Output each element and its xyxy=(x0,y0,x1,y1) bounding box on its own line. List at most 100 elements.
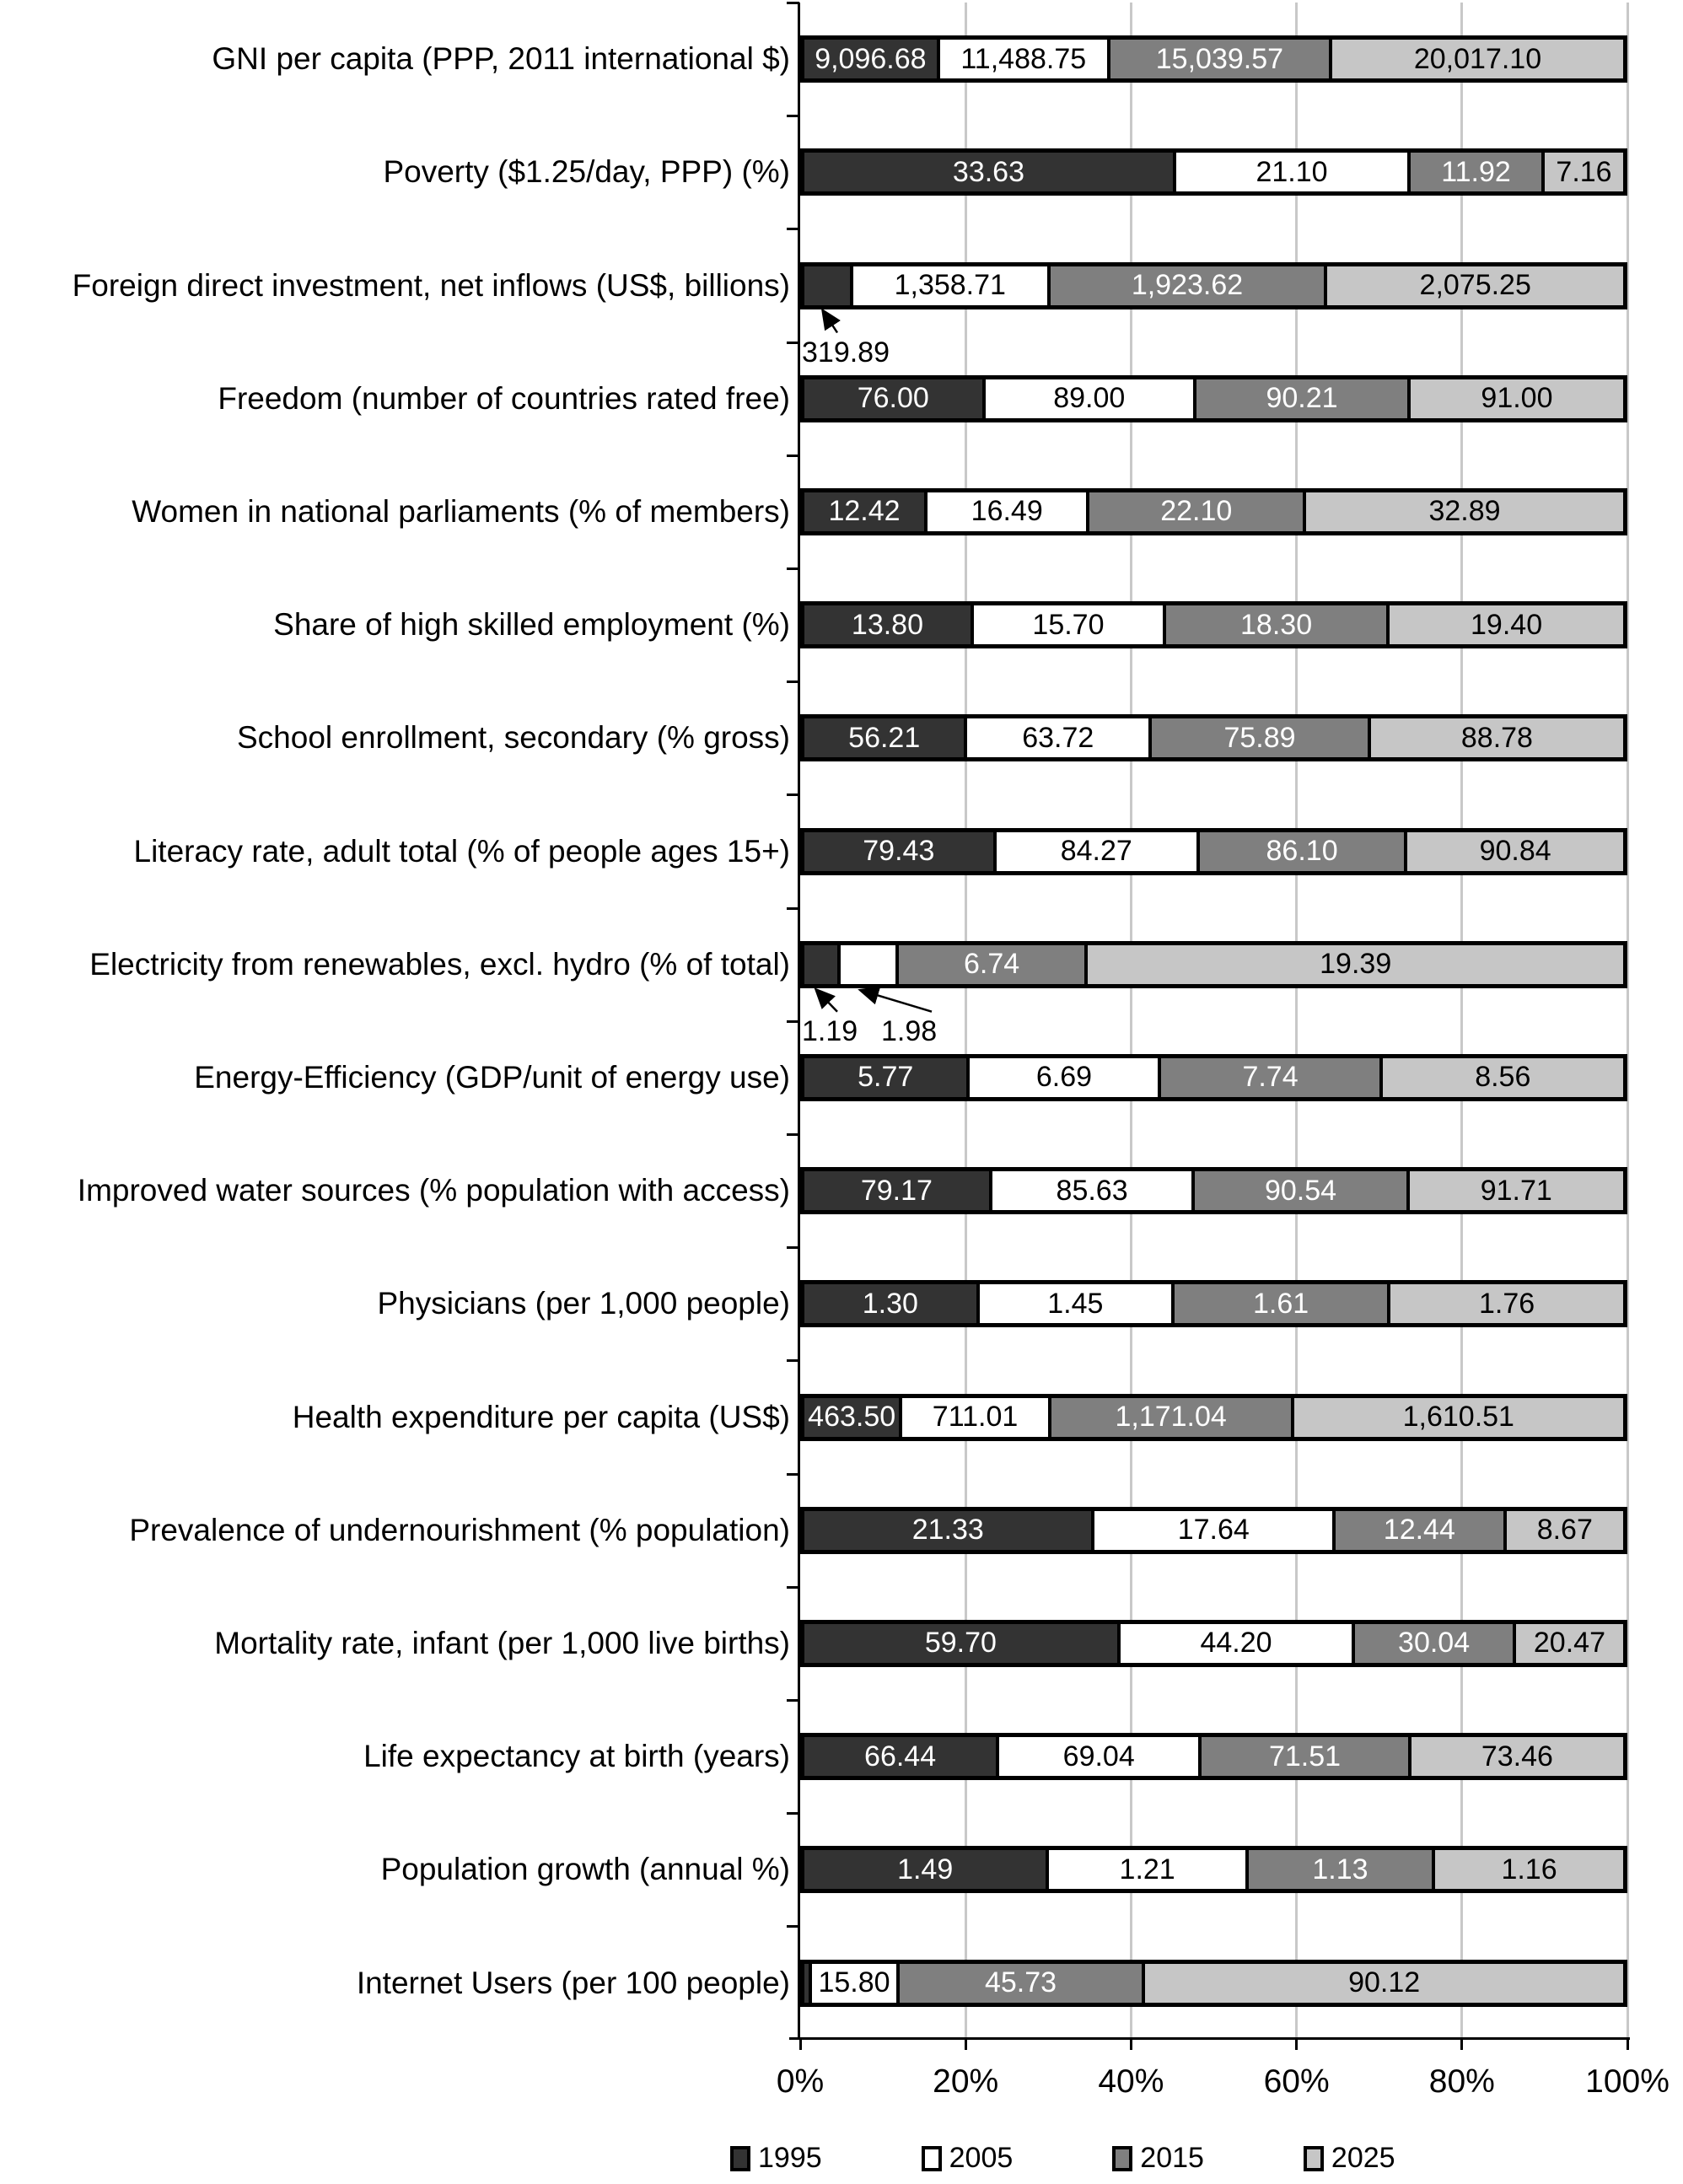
value-label: 13.80 xyxy=(851,608,924,641)
category-tick xyxy=(787,793,799,797)
bar-segment-2015: 1.13 xyxy=(1245,1850,1433,1890)
category-tick xyxy=(787,1133,799,1136)
value-label: 15.70 xyxy=(1032,608,1105,641)
category-tick xyxy=(787,115,799,118)
legend: 1995 2005 2015 2025 xyxy=(730,2142,1395,2175)
bar-segment-1995 xyxy=(804,944,837,984)
bar-row: 59.70 44.20 30.04 20.47 xyxy=(800,1619,1627,1667)
bar-segment-1995: 9,096.68 xyxy=(804,40,937,79)
value-label: 86.10 xyxy=(1266,835,1338,867)
value-axis-line xyxy=(789,2036,1630,2040)
bar-segment-2025: 19.39 xyxy=(1084,944,1624,984)
value-axis-tick xyxy=(964,2036,967,2050)
gridline xyxy=(1460,3,1464,2040)
value-label: 12.44 xyxy=(1383,1514,1455,1547)
value-label: 69.04 xyxy=(1062,1740,1135,1772)
value-label: 5.77 xyxy=(858,1061,914,1094)
value-label: 45.73 xyxy=(984,1966,1057,1998)
value-axis-tick xyxy=(1460,2036,1464,2050)
bar-segment-2025: 90.84 xyxy=(1404,831,1623,871)
value-label: 16.49 xyxy=(971,495,1043,528)
bar-segment-2015: 71.51 xyxy=(1198,1737,1408,1777)
value-label: 1,923.62 xyxy=(1131,269,1244,301)
bar-segment-2015: 45.73 xyxy=(895,1963,1143,2003)
legend-label: 1995 xyxy=(758,2142,822,2174)
bar-segment-2025: 1,610.51 xyxy=(1290,1397,1623,1437)
callout-arrow xyxy=(820,308,842,334)
value-label: 8.67 xyxy=(1536,1514,1593,1547)
value-label: 32.89 xyxy=(1428,495,1501,528)
x-tick-label: 0% xyxy=(776,2063,825,2100)
value-label: 1.61 xyxy=(1252,1287,1309,1320)
bar-segment-2015: 6.74 xyxy=(895,944,1085,984)
category-label: Population growth (annual %) xyxy=(380,1852,790,1887)
value-label: 88.78 xyxy=(1460,721,1533,754)
value-label: 33.63 xyxy=(952,155,1025,188)
bar-segment-2025: 19.40 xyxy=(1386,605,1623,645)
category-tick xyxy=(787,1925,799,1928)
legend-item: 2005 xyxy=(921,2142,1013,2175)
value-label: 90.21 xyxy=(1266,382,1338,415)
value-label: 1.45 xyxy=(1047,1287,1104,1320)
legend-label: 2015 xyxy=(1140,2142,1204,2174)
bar-segment-1995: 1.49 xyxy=(804,1850,1046,1890)
value-label: 18.30 xyxy=(1240,608,1313,641)
bar-segment-2005: 1.45 xyxy=(976,1284,1171,1324)
category-tick xyxy=(787,2,799,4)
bar-row: 56.21 63.72 75.89 88.78 xyxy=(800,714,1627,762)
bar-segment-1995: 76.00 xyxy=(804,379,982,418)
bar-segment-2025: 73.46 xyxy=(1407,1737,1623,1777)
bar-segment-2015: 12.44 xyxy=(1332,1510,1503,1550)
category-label: Energy-Efficiency (GDP/unit of energy us… xyxy=(194,1059,790,1095)
bar-row: 79.17 85.63 90.54 91.71 xyxy=(800,1167,1627,1215)
bar-segment-2025: 2,075.25 xyxy=(1324,266,1623,305)
bar-segment-2005: 63.72 xyxy=(964,718,1149,758)
value-label: 19.40 xyxy=(1471,608,1543,641)
value-label: 17.64 xyxy=(1177,1514,1250,1547)
bar-segment-2025: 91.00 xyxy=(1406,379,1623,418)
bar-segment-2025: 7.16 xyxy=(1541,153,1624,192)
category-label: Internet Users (per 100 people) xyxy=(356,1965,790,2000)
bar-row: 1,358.71 1,923.62 2,075.25 xyxy=(800,261,1627,309)
value-label: 9,096.68 xyxy=(815,42,927,75)
bar-row: 463.50 711.01 1,171.04 1,610.51 xyxy=(800,1393,1627,1441)
bar-segment-1995: 33.63 xyxy=(804,153,1173,192)
bar-segment-2015: 11.92 xyxy=(1407,153,1541,192)
bar-segment-2015: 30.04 xyxy=(1352,1623,1513,1663)
value-label: 2,075.25 xyxy=(1419,269,1531,301)
gridline xyxy=(1626,3,1629,2040)
bar-row: 9,096.68 11,488.75 15,039.57 20,017.10 xyxy=(800,35,1627,83)
category-tick xyxy=(787,1246,799,1250)
bar-segment-2005: 1,358.71 xyxy=(850,266,1047,305)
value-label: 11,488.75 xyxy=(960,42,1087,75)
bar-segment-2015: 90.54 xyxy=(1191,1171,1406,1211)
category-tick xyxy=(787,1472,799,1476)
category-label: Foreign direct investment, net inflows (… xyxy=(72,267,790,303)
bar-segment-2005: 44.20 xyxy=(1116,1623,1352,1663)
value-label: 30.04 xyxy=(1398,1627,1471,1660)
bar-segment-2025: 32.89 xyxy=(1303,492,1623,531)
legend-swatch-2015 xyxy=(1112,2145,1133,2171)
category-tick xyxy=(787,1812,799,1816)
value-label: 15,039.57 xyxy=(1155,42,1284,75)
bar-segment-2005: 15.70 xyxy=(970,605,1163,645)
bar-segment-2005: 85.63 xyxy=(988,1171,1192,1211)
callout-label: 319.89 xyxy=(802,336,890,368)
callout-arrow xyxy=(858,986,933,1013)
bar-segment-2025: 8.56 xyxy=(1379,1057,1624,1097)
value-label: 8.56 xyxy=(1475,1061,1531,1094)
bar-segment-2025: 90.12 xyxy=(1142,1963,1623,2003)
bar-segment-1995: 463.50 xyxy=(804,1397,900,1437)
bar-segment-2015: 22.10 xyxy=(1086,492,1304,531)
value-label: 91.00 xyxy=(1481,382,1553,415)
category-tick xyxy=(787,906,799,910)
category-tick xyxy=(787,341,799,344)
value-label: 90.84 xyxy=(1479,835,1551,867)
category-label: Share of high skilled employment (%) xyxy=(273,607,790,643)
bar-segment-2015: 75.89 xyxy=(1148,718,1368,758)
bar-segment-2015: 18.30 xyxy=(1162,605,1387,645)
value-label: 1.76 xyxy=(1479,1287,1535,1320)
value-label: 21.10 xyxy=(1256,155,1328,188)
bar-segment-2005 xyxy=(836,944,895,984)
x-tick-label: 40% xyxy=(1098,2063,1164,2100)
